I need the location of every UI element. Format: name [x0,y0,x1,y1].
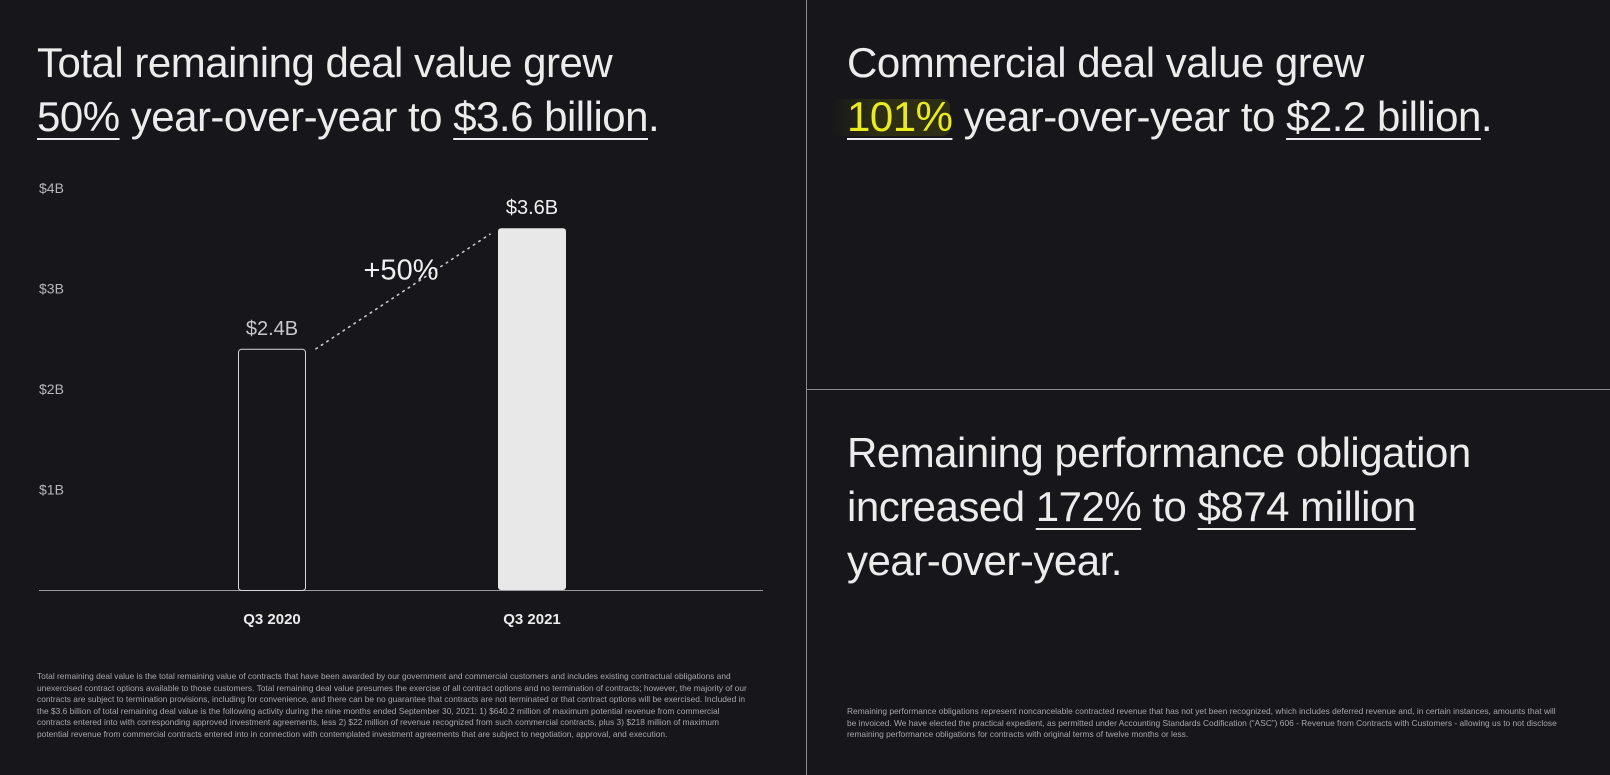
left-headline: Total remaining deal value grew 50% year… [37,36,660,144]
y-tick-label: $1B [39,482,64,498]
rpo-footnote: Remaining performance obligations repres… [847,706,1557,739]
rpo-headline-line1: Remaining performance obligation [847,429,1471,476]
left-headline-mid: year-over-year to [119,93,454,140]
horizontal-divider [807,389,1610,390]
bar-data-label: $2.4B [246,318,298,340]
rpo-headline-line3: year-over-year. [847,537,1122,584]
y-tick-label: $2B [39,381,64,397]
commercial-headline-percent: 101% [847,93,953,140]
rpo-headline: Remaining performance obligation increas… [847,426,1471,588]
deal-value-bar-chart: $1B $2B $3B $4B $2.4B Q3 2020 $3.6B Q3 2021 +50% [39,180,763,628]
rpo-headline-pre: increased [847,483,1036,530]
commercial-headline-line1: Commercial deal value grew [847,39,1364,86]
left-headline-period: . [648,93,660,140]
growth-annotation: +50% [364,255,439,287]
left-panel: Total remaining deal value grew 50% year… [37,36,763,739]
rpo-headline-amount: $874 million [1197,483,1417,530]
left-headline-amount: $3.6 billion [453,93,648,140]
rpo-headline-percent: 172% [1035,483,1142,530]
commercial-headline-percent-highlight: 101% [847,93,953,140]
x-category-label: Q3 2021 [503,611,561,628]
bar-data-label: $3.6B [506,197,558,219]
vertical-divider [806,0,807,775]
growth-connector-line [315,233,491,350]
left-footnote: Total remaining deal value is the total … [37,671,747,739]
bar-q3-2021 [498,228,566,590]
commercial-headline-period: . [1480,93,1493,140]
x-category-label: Q3 2020 [243,611,301,628]
rpo-headline-mid: to [1141,483,1198,530]
bar-q3-2020 [238,348,306,591]
commercial-headline: Commercial deal value grew 101% year-ove… [847,36,1493,144]
commercial-headline-amount: $2.2 billion [1286,93,1481,140]
left-headline-percent: 50% [37,93,120,140]
y-tick-label: $3B [39,281,64,297]
left-headline-line1: Total remaining deal value grew [37,39,613,86]
commercial-headline-mid: year-over-year to [952,93,1287,140]
y-tick-label: $4B [39,180,64,196]
